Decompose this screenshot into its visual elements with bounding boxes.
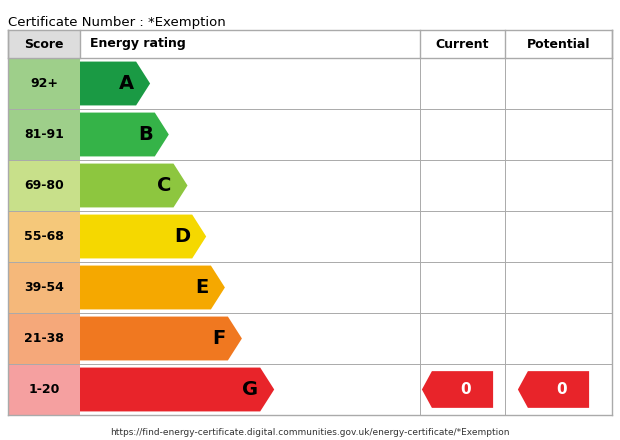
Text: Potential: Potential <box>527 37 590 51</box>
Text: 69-80: 69-80 <box>24 179 64 192</box>
Text: B: B <box>138 125 153 144</box>
Bar <box>8 30 80 58</box>
Text: Score: Score <box>24 37 64 51</box>
Bar <box>8 58 80 109</box>
Bar <box>8 211 80 262</box>
Text: E: E <box>196 278 209 297</box>
Polygon shape <box>422 371 493 408</box>
Text: 0: 0 <box>460 382 471 397</box>
Polygon shape <box>80 215 206 258</box>
Text: 39-54: 39-54 <box>24 281 64 294</box>
Polygon shape <box>80 62 150 106</box>
Text: 21-38: 21-38 <box>24 332 64 345</box>
Bar <box>8 262 80 313</box>
Text: 0: 0 <box>556 382 567 397</box>
Polygon shape <box>80 367 274 411</box>
Text: F: F <box>213 329 226 348</box>
Text: Certificate Number : *Exemption: Certificate Number : *Exemption <box>8 16 226 29</box>
Text: 55-68: 55-68 <box>24 230 64 243</box>
Bar <box>8 160 80 211</box>
Polygon shape <box>518 371 589 408</box>
Text: D: D <box>174 227 190 246</box>
Text: 1-20: 1-20 <box>29 383 60 396</box>
Polygon shape <box>80 266 225 309</box>
Polygon shape <box>80 113 169 157</box>
Text: G: G <box>242 380 258 399</box>
Text: 92+: 92+ <box>30 77 58 90</box>
Bar <box>8 313 80 364</box>
Polygon shape <box>80 316 242 360</box>
Text: A: A <box>119 74 134 93</box>
Text: C: C <box>157 176 172 195</box>
Text: Current: Current <box>436 37 489 51</box>
Bar <box>8 109 80 160</box>
Polygon shape <box>80 164 187 207</box>
Text: https://find-energy-certificate.digital.communities.gov.uk/energy-certificate/*E: https://find-energy-certificate.digital.… <box>110 428 510 437</box>
Text: Energy rating: Energy rating <box>90 37 186 51</box>
Bar <box>8 364 80 415</box>
Text: 81-91: 81-91 <box>24 128 64 141</box>
